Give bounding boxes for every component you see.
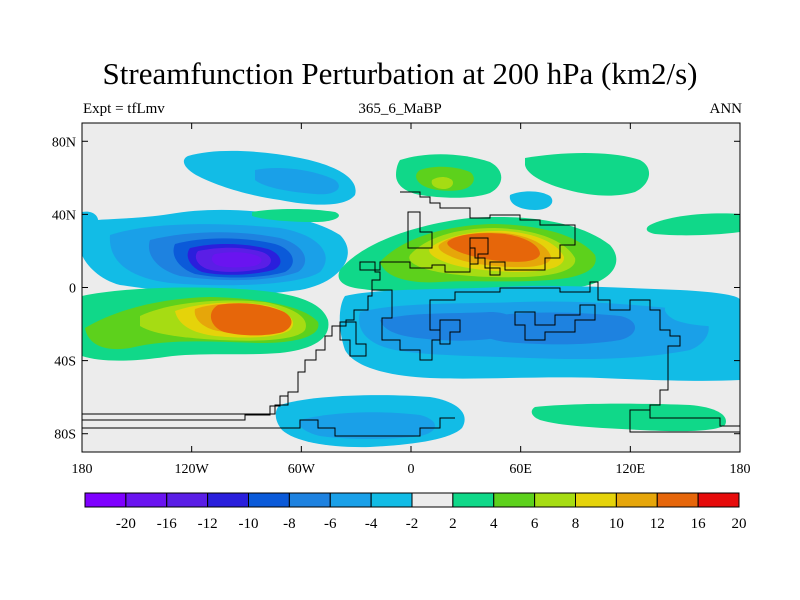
colorbar-label: -8 xyxy=(283,516,296,532)
colorbar-label: 2 xyxy=(449,516,457,532)
colorbar-swatch xyxy=(534,492,576,508)
colorbar-label: 6 xyxy=(531,516,539,532)
colorbar-label: -12 xyxy=(198,516,218,532)
negative-center-north-high-latitude xyxy=(183,150,356,222)
colorbar-label: -20 xyxy=(116,516,136,532)
colorbar-swatch xyxy=(84,492,127,508)
colorbar-swatch xyxy=(248,492,290,508)
experiment-label: Expt = tfLmv xyxy=(83,101,165,117)
time-period-label: 365_6_MaBP xyxy=(358,101,442,117)
colorbar-swatch xyxy=(656,492,699,508)
negative-patch-east-edge xyxy=(664,302,740,327)
y-axis: 80N 40N 0 40S 80S xyxy=(52,135,740,443)
x-tick-label: 120E xyxy=(616,462,646,477)
colorbar-swatch xyxy=(493,492,536,508)
colorbar-label: 20 xyxy=(732,516,747,532)
colorbar-label: 16 xyxy=(691,516,707,532)
negative-small-blob-north xyxy=(509,191,553,210)
negative-center-southern-high-latitude xyxy=(275,395,726,448)
colorbar-label: -4 xyxy=(365,516,378,532)
colorbar-swatch xyxy=(207,492,249,508)
y-tick-label: 80N xyxy=(52,135,76,150)
colorbar-swatch xyxy=(697,492,740,508)
y-tick-label: 80S xyxy=(54,428,76,443)
colorbar-label: -16 xyxy=(157,516,177,532)
x-tick-label: 180 xyxy=(72,462,93,477)
negative-center-southern-belt xyxy=(339,285,740,381)
x-tick-label: 180 xyxy=(730,462,751,477)
positive-center-eurasia-high-latitude xyxy=(396,153,740,236)
x-tick-label: 0 xyxy=(408,462,415,477)
colorbar-swatch xyxy=(615,492,658,508)
continent-outlines xyxy=(82,191,740,437)
chart-title: Streamfunction Perturbation at 200 hPa (… xyxy=(102,56,698,91)
y-tick-label: 40N xyxy=(52,208,76,223)
colorbar-swatch xyxy=(575,492,617,508)
colorbar-swatch xyxy=(288,492,331,508)
season-label: ANN xyxy=(709,101,743,117)
colorbar-swatch xyxy=(166,492,209,508)
colorbar-label: 12 xyxy=(650,516,665,532)
negative-patch-west-edge xyxy=(82,211,99,232)
y-tick-label: 40S xyxy=(54,355,76,370)
y-tick-label: 0 xyxy=(69,282,76,297)
colorbar-label: -6 xyxy=(324,516,337,532)
x-tick-label: 120W xyxy=(175,462,210,477)
colorbar-swatch xyxy=(370,492,413,508)
x-axis: 180 120W 60W 0 60E 120E 180 xyxy=(72,123,751,477)
colorbar-swatch xyxy=(125,492,168,508)
colorbar-label: -2 xyxy=(406,516,419,532)
positive-center-south-pacific xyxy=(82,287,329,361)
negative-center-north-pacific xyxy=(82,209,348,295)
x-tick-label: 60E xyxy=(509,462,532,477)
colorbar-label: 4 xyxy=(490,516,498,532)
colorbar-label: 10 xyxy=(609,516,624,532)
colorbar-swatch xyxy=(452,492,495,508)
colorbar-label: 8 xyxy=(572,516,580,532)
colorbar: -20 -16 -12 -10 -8 -6 -4 -2 2 4 6 8 10 12 16 20 xyxy=(84,492,747,532)
colorbar-label: -10 xyxy=(239,516,259,532)
x-tick-label: 60W xyxy=(288,462,316,477)
colorbar-swatch xyxy=(329,492,372,508)
colorbar-swatch xyxy=(411,492,454,508)
